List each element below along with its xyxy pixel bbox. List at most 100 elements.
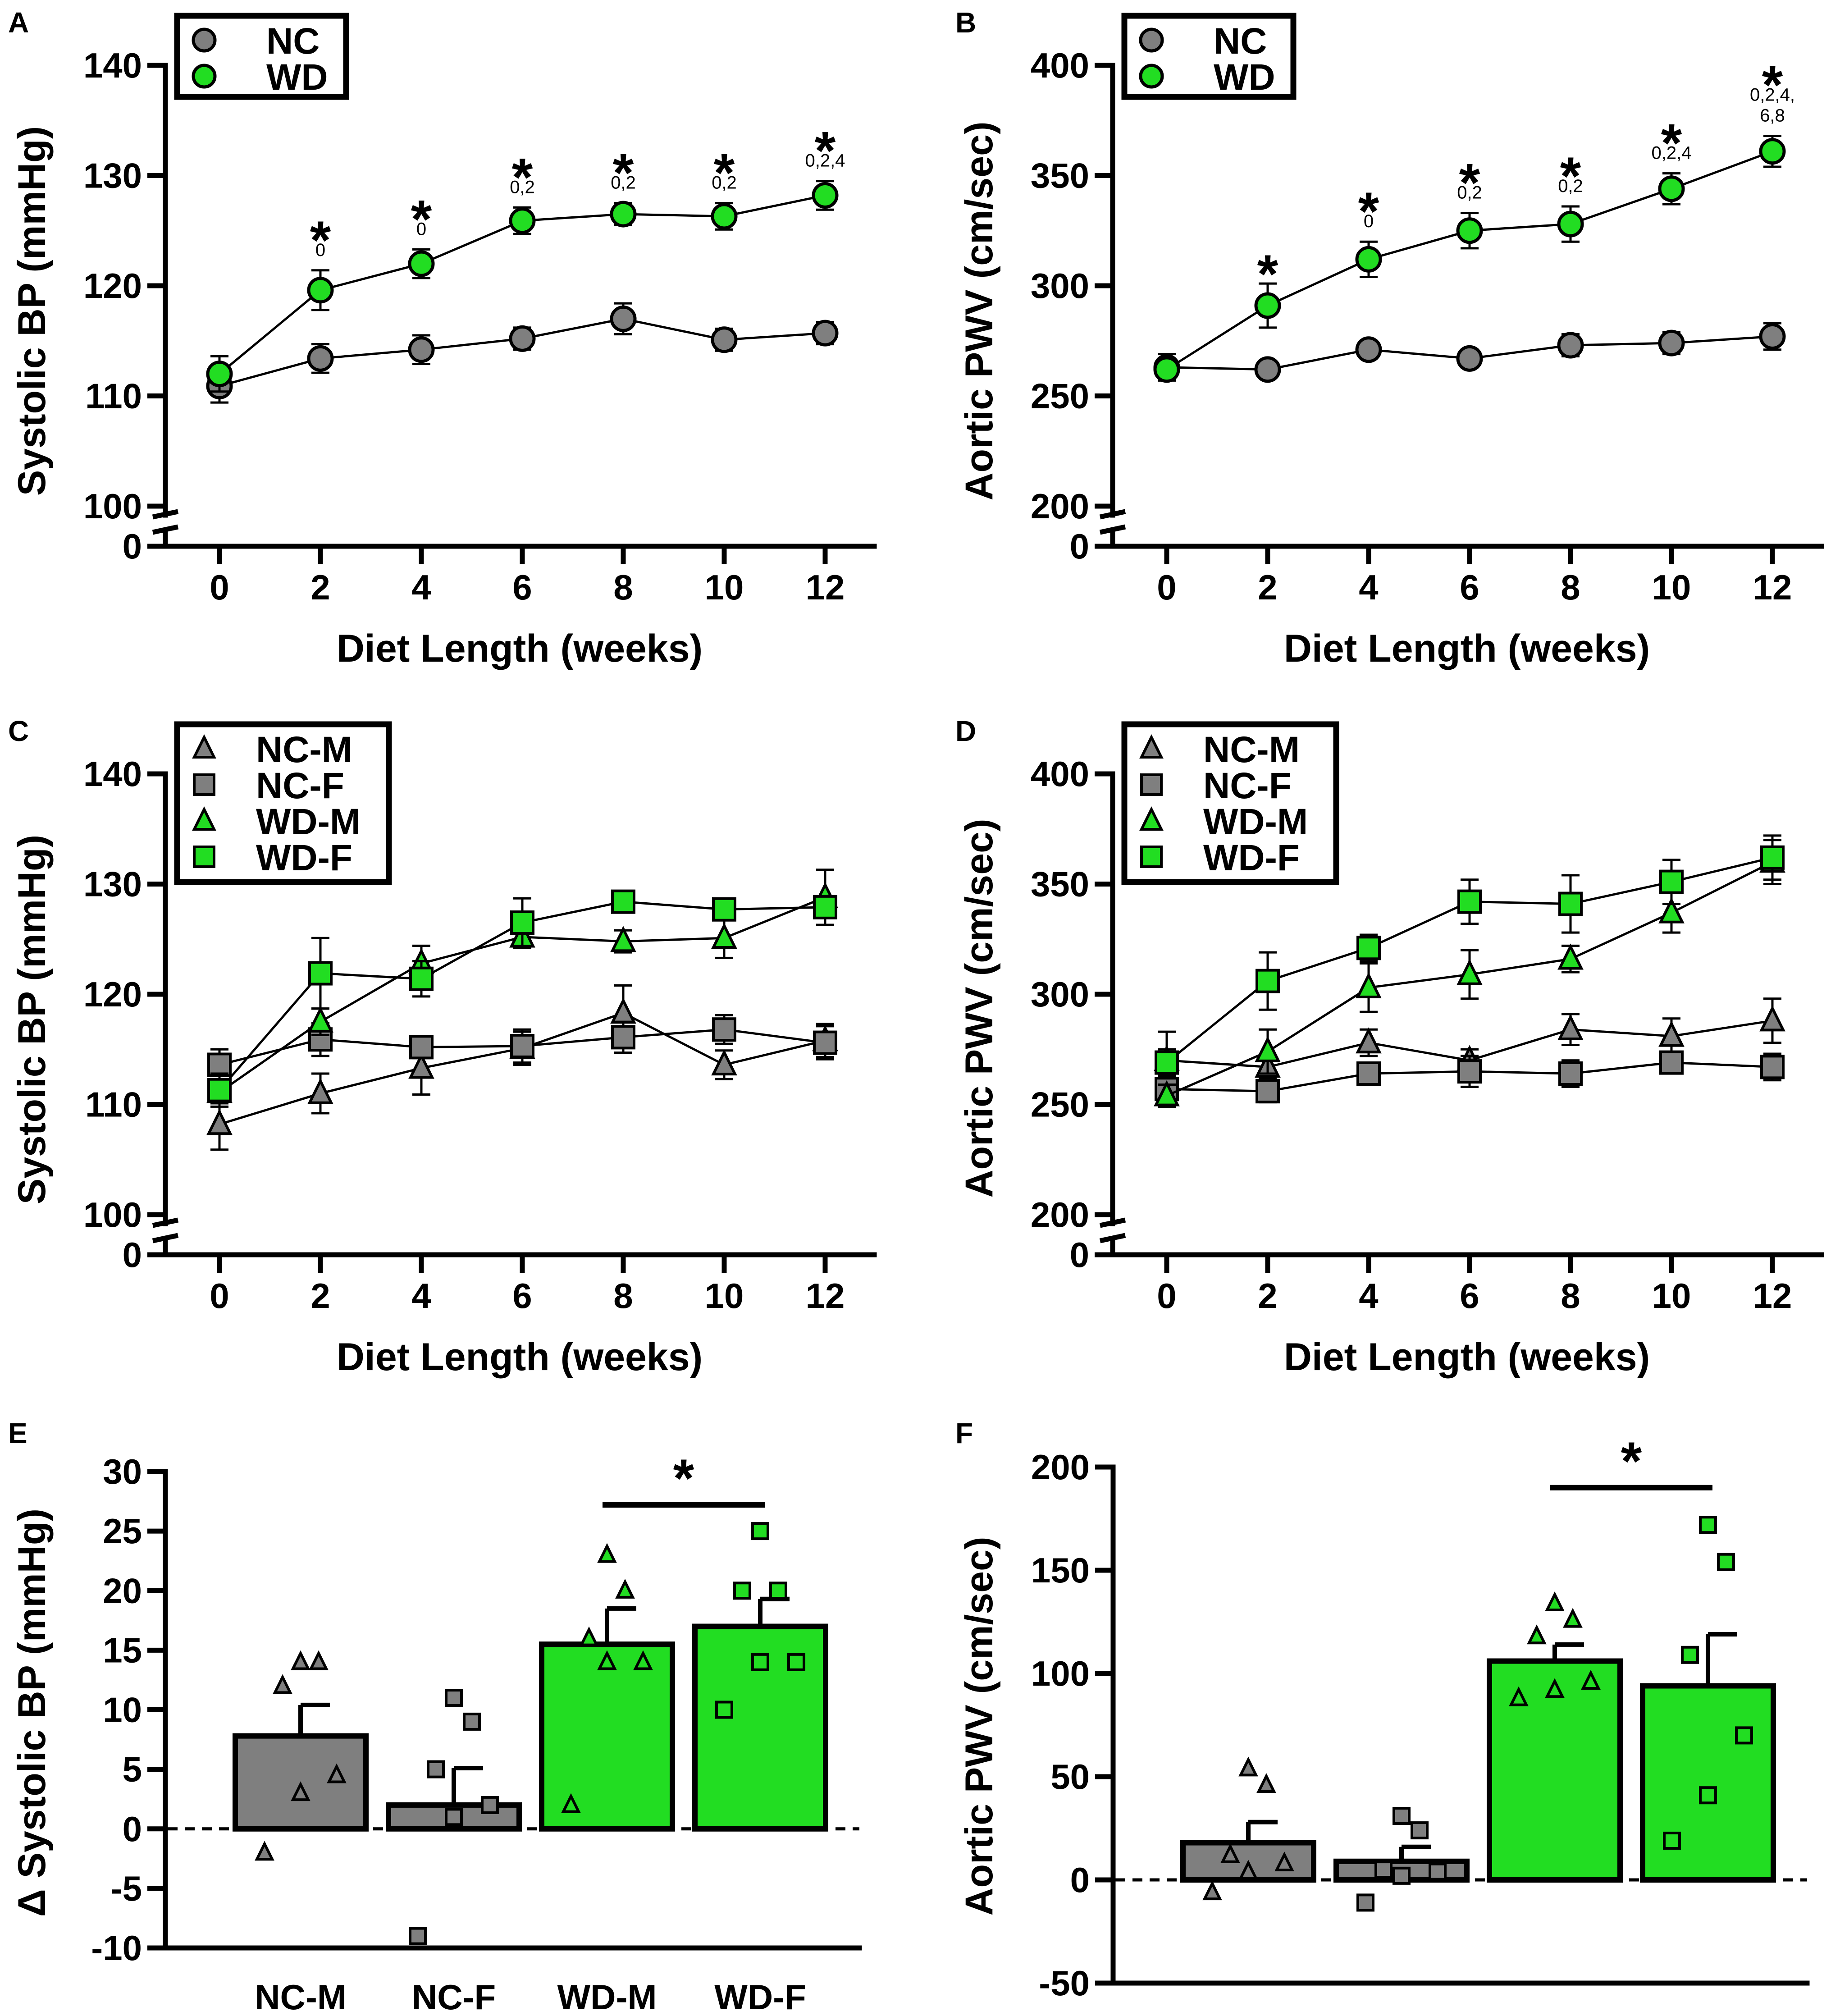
- data-point: [1155, 1050, 1179, 1075]
- x-category-label: NC-M: [1202, 2012, 1294, 2016]
- legend-marker: [192, 806, 216, 831]
- individual-point: [427, 1760, 445, 1778]
- individual-point: [1735, 1726, 1753, 1745]
- data-point: [1255, 1036, 1281, 1062]
- legend-marker: [1139, 64, 1164, 89]
- data-point: [1153, 356, 1180, 383]
- significance-star: *: [714, 143, 735, 203]
- x-tick-label: 0: [210, 1276, 229, 1316]
- panel-letter: B: [955, 6, 976, 39]
- legend-label: NC: [1214, 21, 1267, 62]
- data-point: [1356, 972, 1382, 999]
- data-point: [1356, 1027, 1382, 1054]
- x-tick-label: 8: [1561, 1276, 1580, 1316]
- series-nc: [1153, 322, 1786, 383]
- y-tick-label: 150: [1031, 1550, 1090, 1590]
- y-tick-label: 100: [83, 1195, 142, 1234]
- data-point: [1254, 292, 1281, 319]
- individual-point: [1581, 1670, 1601, 1690]
- panel-f-delta-aortic-pwv-bars: F 200 150 100 50 0 -50 NC-M NC-F WD-M WD-F Aortic P…: [955, 1417, 1810, 2016]
- individual-point: [1663, 1831, 1681, 1850]
- significance-label: 0,2: [1558, 176, 1583, 196]
- individual-point: [579, 1626, 599, 1646]
- data-point: [307, 1006, 333, 1033]
- significance-star: *: [815, 121, 836, 181]
- individual-point: [409, 1927, 427, 1945]
- axis-break-mark: [152, 509, 179, 520]
- x-tick-label: 10: [705, 1276, 744, 1316]
- significance-label: 0,2: [712, 173, 737, 193]
- x-axis-title: Diet Length (weeks): [337, 1335, 703, 1379]
- data-point: [1760, 845, 1785, 870]
- series-wd: [206, 180, 839, 393]
- bar-group-wd-m: [539, 1606, 675, 1832]
- series-nc-m: [206, 984, 838, 1151]
- x-tick-label: 0: [210, 567, 229, 607]
- data-point: [813, 1030, 837, 1055]
- x-tick-label: 8: [613, 1276, 633, 1316]
- y-tick-label: 130: [83, 156, 142, 196]
- bar-group-wd-f: [1640, 1632, 1776, 1883]
- y-tick-label: 0: [123, 526, 142, 566]
- individual-point: [1563, 1608, 1583, 1628]
- data-point: [1558, 1061, 1583, 1086]
- y-tick-label: 300: [1031, 974, 1089, 1014]
- data-point: [1256, 969, 1280, 993]
- panel-letter: A: [8, 6, 29, 39]
- individual-point: [751, 1522, 769, 1541]
- y-tick-label: 200: [1031, 1447, 1090, 1487]
- x-tick-label: 10: [1652, 1276, 1691, 1316]
- individual-point: [751, 1653, 769, 1671]
- data-point: [1759, 1005, 1785, 1032]
- data-point: [510, 1033, 534, 1058]
- significance-label: 0,2: [611, 173, 636, 193]
- data-point: [611, 1025, 635, 1050]
- significance-star: *: [1459, 153, 1480, 213]
- series-wd-f: [207, 889, 837, 1108]
- data-point: [1760, 1055, 1785, 1079]
- y-axis-title: Aortic PWV (cm/sec): [958, 818, 1001, 1198]
- data-point: [1457, 1059, 1482, 1084]
- x-tick-label: 8: [613, 567, 633, 607]
- individual-point: [327, 1763, 347, 1783]
- data-point: [711, 1049, 737, 1076]
- data-point: [1557, 1014, 1584, 1040]
- individual-point: [1429, 1862, 1447, 1881]
- individual-point: [1699, 1786, 1717, 1805]
- individual-point: [769, 1582, 787, 1600]
- legend-marker: [1140, 773, 1163, 796]
- panel-letter: C: [8, 715, 29, 747]
- significance-star: *: [1560, 146, 1581, 206]
- series-nc-f: [207, 1014, 837, 1082]
- significance-label: 0,2,4,: [1750, 85, 1795, 105]
- x-axis-title: Diet Length (weeks): [1284, 627, 1650, 670]
- y-tick-label: 250: [1031, 1085, 1089, 1125]
- y-axis-title: Systolic BP (mmHg): [10, 835, 54, 1204]
- significance-label: 0: [416, 219, 426, 239]
- individual-point: [715, 1701, 733, 1719]
- x-tick-label: 10: [705, 567, 744, 607]
- series-wd-f: [1155, 834, 1785, 1077]
- data-point: [1759, 323, 1786, 350]
- data-point: [1154, 1080, 1180, 1106]
- significance-star: *: [1358, 181, 1379, 242]
- y-tick-label: 20: [103, 1571, 142, 1610]
- individual-point: [615, 1578, 635, 1599]
- y-axis-title: Δ Systolic BP (mmHg): [10, 1509, 54, 1917]
- data-point: [712, 1017, 736, 1042]
- x-category-label: NC-M: [255, 1977, 347, 2016]
- individual-point: [733, 1582, 751, 1600]
- individual-point: [291, 1781, 310, 1801]
- axis-break-mark: [152, 1217, 179, 1228]
- data-point: [307, 1078, 333, 1104]
- y-tick-label: 25: [103, 1511, 142, 1551]
- legend-label: WD-M: [256, 801, 361, 842]
- y-tick-label: 5: [123, 1750, 142, 1789]
- data-point: [206, 1109, 233, 1135]
- x-category-label: NC-F: [1360, 2012, 1443, 2016]
- data-point: [408, 1052, 434, 1079]
- significance-star: *: [411, 189, 432, 249]
- data-point: [611, 889, 635, 914]
